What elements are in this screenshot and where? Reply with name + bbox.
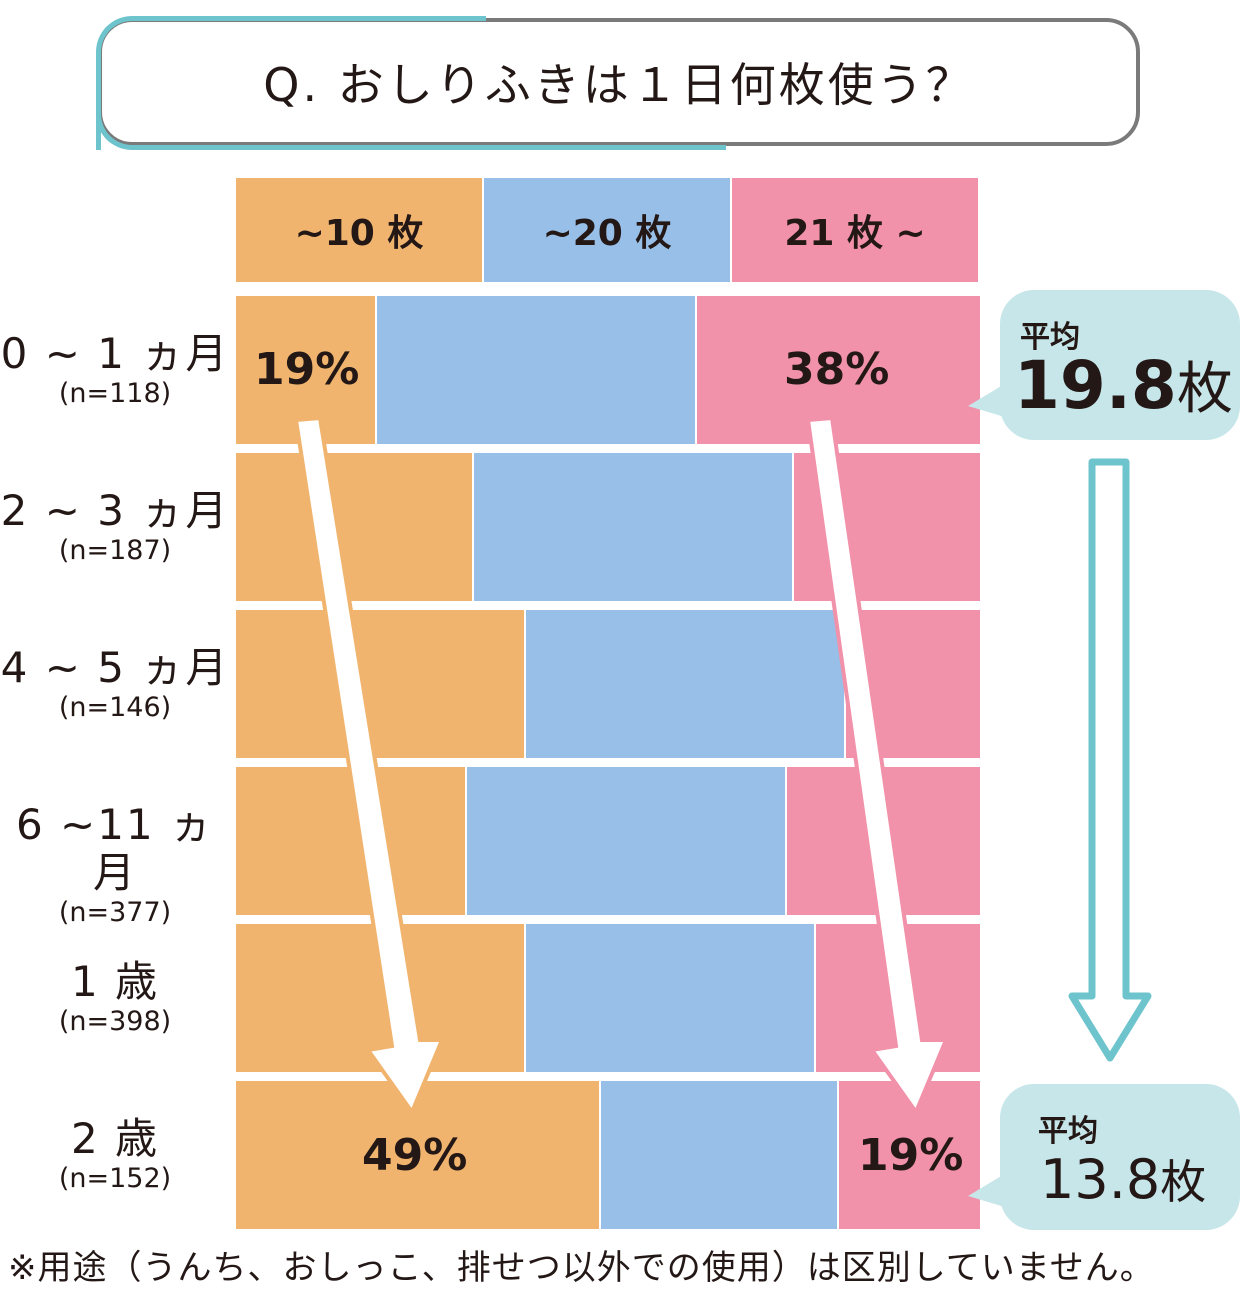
bubble-tail bbox=[968, 1172, 1008, 1208]
sample-size: (n=377) bbox=[58, 897, 172, 928]
age-label: 4 ~ 5 ヵ月 bbox=[0, 643, 230, 692]
age-label: 0 ~ 1 ヵ月 bbox=[0, 329, 230, 378]
age-label: 1 歳 bbox=[70, 957, 160, 1006]
header-21-plus: 21 枚 ~ bbox=[732, 178, 978, 282]
pct-label-2y-21plus: 19% bbox=[858, 1130, 964, 1181]
question-title-box: Q. おしりふきは１日何枚使う？ bbox=[98, 18, 1140, 146]
bar-segment-row3-under-20 bbox=[466, 767, 785, 915]
header-under-20: ~20 枚 bbox=[484, 178, 730, 282]
row-label-0-1m: 0 ~ 1 ヵ月 (n=118) bbox=[0, 330, 230, 410]
row-label-4-5m: 4 ~ 5 ヵ月 (n=146) bbox=[0, 644, 230, 724]
sample-size: (n=118) bbox=[58, 378, 172, 409]
teal-down-arrow bbox=[1068, 458, 1152, 1062]
bar-segment-row2-21-plus bbox=[846, 610, 980, 758]
average-label: 平均 bbox=[1020, 320, 1080, 355]
bar-segment-row1-under-10 bbox=[236, 453, 473, 601]
bar-segment-row1-21-plus bbox=[794, 453, 980, 601]
average-label: 平均 bbox=[1038, 1114, 1098, 1149]
bubble-tail bbox=[968, 382, 1008, 418]
bar-segment-row4-21-plus bbox=[816, 924, 980, 1072]
bar-segment-row5-under-20 bbox=[600, 1081, 837, 1229]
footnote: ※用途（うんち、おしっこ、排せつ以外での使用）は区別していません。 bbox=[8, 1248, 1155, 1288]
age-label: 2 ~ 3 ヵ月 bbox=[0, 486, 230, 535]
average-value: 19.8枚 bbox=[1014, 347, 1233, 424]
row-label-1y: 1 歳 (n=398) bbox=[0, 958, 230, 1038]
row-label-2-3m: 2 ~ 3 ヵ月 (n=187) bbox=[0, 487, 230, 567]
pct-label-0-1m-under10: 19% bbox=[254, 344, 360, 395]
average-bubble-top: 平均 19.8枚 bbox=[968, 290, 1240, 440]
header-under-10: ~10 枚 bbox=[236, 178, 482, 282]
average-bubble-bottom: 平均 13.8枚 bbox=[968, 1084, 1240, 1230]
sample-size: (n=187) bbox=[58, 535, 172, 566]
sample-size: (n=146) bbox=[58, 692, 172, 723]
question-title: Q. おしりふきは１日何枚使う？ bbox=[263, 58, 975, 112]
bar-segment-row2-under-20 bbox=[526, 610, 845, 758]
age-label: 6 ~11 ヵ月 bbox=[15, 800, 215, 897]
bar-segment-row2-under-10 bbox=[236, 610, 525, 758]
age-label: 2 歳 bbox=[70, 1114, 160, 1163]
bar-segment-row4-under-20 bbox=[526, 924, 815, 1072]
sample-size: (n=152) bbox=[58, 1163, 172, 1194]
pct-label-0-1m-21plus: 38% bbox=[784, 344, 890, 395]
bar-segment-row4-under-10 bbox=[236, 924, 525, 1072]
average-value: 13.8枚 bbox=[1040, 1148, 1207, 1211]
bar-segment-row3-21-plus bbox=[786, 767, 980, 915]
row-label-6-11m: 6 ~11 ヵ月 (n=377) bbox=[0, 801, 230, 929]
bar-segment-row0-under-20 bbox=[377, 296, 696, 444]
bar-segment-row1-under-20 bbox=[474, 453, 792, 601]
pct-label-2y-under10: 49% bbox=[362, 1130, 468, 1181]
bar-segment-row3-under-10 bbox=[236, 767, 465, 915]
sample-size: (n=398) bbox=[58, 1006, 172, 1037]
row-label-2y: 2 歳 (n=152) bbox=[0, 1115, 230, 1195]
